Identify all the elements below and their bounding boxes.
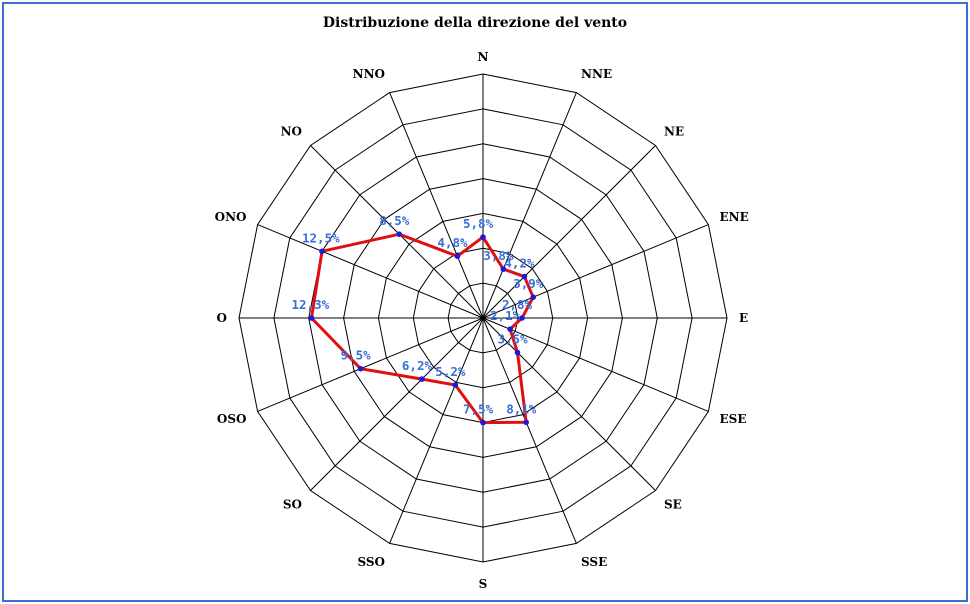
direction-label-sse: SSE <box>581 555 607 569</box>
value-label-nne: 3,8% <box>483 248 514 263</box>
direction-label-e: E <box>739 311 748 325</box>
data-point-se <box>514 349 521 356</box>
direction-label-nne: NNE <box>581 67 612 81</box>
data-point-nne <box>500 266 507 272</box>
spoke-so <box>310 317 484 491</box>
chart-title: Distribuzione della direzione del vento <box>323 15 627 31</box>
direction-label-sso: SSO <box>357 555 385 569</box>
direction-label-n: N <box>478 50 489 64</box>
data-markers <box>308 231 536 426</box>
value-labels: 5,8% 3,8%4,2% 3,9% 2,8%2,1% 3,5% 8,1% 7,5% 5,2%… <box>292 213 544 416</box>
spoke-oso <box>257 317 484 412</box>
wind-rose-chart: Distribuzione della direzione del vento … <box>215 15 749 591</box>
data-point-s <box>480 419 486 426</box>
data-point-ne <box>521 273 528 280</box>
direction-label-ese: ESE <box>720 412 747 426</box>
data-point-so <box>419 376 425 382</box>
spoke-sse <box>482 317 577 544</box>
value-label-e: 2,8% <box>502 297 533 312</box>
direction-label-ono: ONO <box>215 210 247 224</box>
data-point-o <box>308 315 315 321</box>
spoke-ono <box>257 224 484 319</box>
direction-label-no: NO <box>281 124 302 138</box>
spoke-ene <box>482 224 709 319</box>
value-label-sse: 8,1% <box>506 401 537 416</box>
direction-label-nno: NNO <box>353 67 385 81</box>
value-label-no: 8,5% <box>379 213 410 228</box>
value-label-sso: 5,2% <box>435 364 466 379</box>
data-point-nno <box>454 253 461 259</box>
direction-label-ene: ENE <box>720 210 749 224</box>
direction-label-oso: OSO <box>217 412 247 426</box>
data-point-no <box>396 231 403 237</box>
data-point-e <box>519 315 525 321</box>
value-label-ese: 2,1% <box>490 308 521 323</box>
value-label-s: 7,5% <box>463 402 494 417</box>
value-label-ne: 4,2% <box>504 256 535 271</box>
direction-label-ne: NE <box>664 124 684 138</box>
direction-label-s: S <box>479 577 488 591</box>
spoke-se <box>482 317 656 491</box>
spoke-nno <box>389 92 484 319</box>
direction-label-o: O <box>217 311 227 325</box>
data-point-ono <box>319 248 325 255</box>
data-point-sse <box>523 419 529 426</box>
data-point-sso <box>452 382 459 388</box>
value-label-oso: 9,5% <box>341 348 372 363</box>
data-point-ene <box>530 294 536 301</box>
value-label-o: 12,3% <box>292 297 330 312</box>
data-point-oso <box>357 365 364 372</box>
value-label-ono: 12,5% <box>302 230 340 245</box>
direction-label-so: SO <box>283 498 302 512</box>
direction-labels: N NNE NE ENE E ESE SE SSE S SSO SO OSO O ONO NO NNO <box>215 50 749 591</box>
spoke-no <box>310 145 484 319</box>
direction-label-se: SE <box>664 498 682 512</box>
value-label-nno: 4,8% <box>437 235 468 250</box>
spoke-sso <box>389 317 484 544</box>
value-label-ene: 3,9% <box>513 276 544 291</box>
spoke-nne <box>482 92 577 319</box>
spoke-ese <box>482 317 709 412</box>
spoke-ne <box>482 145 656 319</box>
value-label-n: 5,8% <box>463 216 494 231</box>
value-label-se: 3,5% <box>498 332 529 347</box>
data-point-ese <box>507 326 513 333</box>
value-label-so: 6,2% <box>402 358 433 373</box>
data-point-n <box>480 234 486 240</box>
